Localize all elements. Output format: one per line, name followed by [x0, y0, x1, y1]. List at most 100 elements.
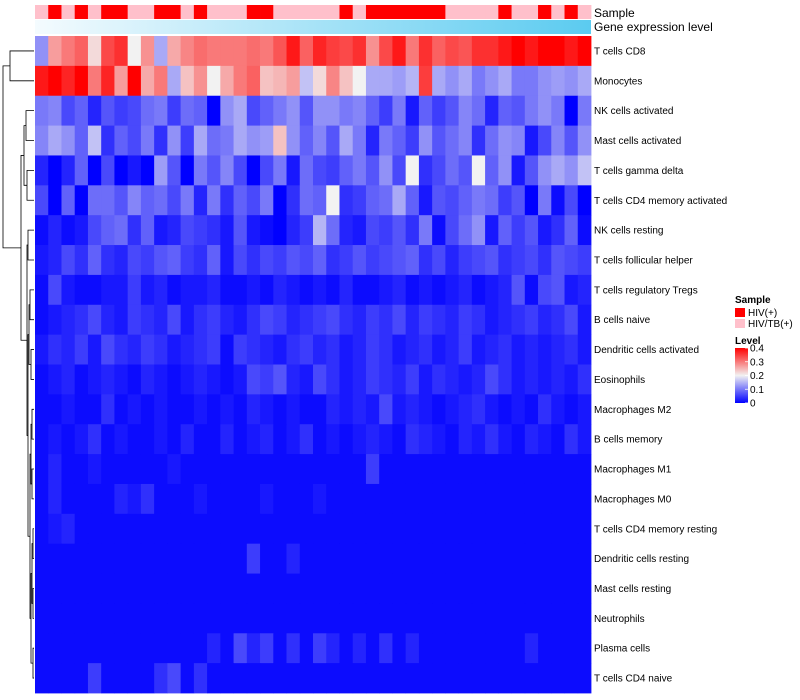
heatmap-cell [74, 95, 89, 126]
heatmap-cell [74, 663, 89, 694]
heatmap-cell [246, 334, 261, 365]
heatmap-cell [432, 245, 446, 276]
heatmap-cell [432, 513, 446, 545]
heatmap-cell [233, 274, 248, 306]
heatmap-cell [313, 65, 327, 97]
heatmap-cell [339, 513, 354, 545]
heatmap-cell [405, 334, 420, 365]
heatmap-cell [87, 424, 102, 455]
heatmap-cell [551, 663, 565, 694]
heatmap-cell [260, 394, 274, 425]
heatmap-cell [154, 573, 168, 604]
heatmap-cell [74, 304, 89, 336]
heatmap-cell [167, 274, 182, 306]
heatmap-cell [74, 274, 89, 306]
heatmap-cell [220, 334, 234, 365]
heatmap-cell [564, 125, 579, 156]
heatmap-cell [498, 185, 512, 216]
heatmap-cell [511, 364, 526, 395]
sample-annotation-cell [432, 5, 446, 19]
heatmap-cell [87, 95, 102, 126]
heatmap-cell [538, 424, 552, 455]
heatmap-cell [418, 304, 433, 336]
heatmap-cell [167, 663, 182, 694]
heatmap-cell [511, 65, 526, 97]
heatmap-cell [538, 36, 552, 67]
heatmap-cell [154, 215, 168, 246]
heatmap-cell [87, 65, 102, 97]
heatmap-cell [127, 424, 142, 455]
heatmap-cell [352, 245, 367, 276]
heatmap-cell [326, 274, 340, 306]
heatmap-cell [458, 633, 473, 664]
heatmap-cell [167, 304, 182, 336]
heatmap-cell [180, 633, 195, 664]
heatmap-cell [379, 215, 393, 246]
heatmap-cell [405, 483, 420, 515]
heatmap-cell [180, 663, 195, 694]
heatmap-cell [392, 424, 407, 455]
heatmap-cell [352, 95, 367, 126]
heatmap-cell [564, 245, 579, 276]
heatmap-cell [564, 334, 579, 365]
heatmap-cell [485, 215, 499, 246]
heatmap-cell [87, 513, 102, 545]
heatmap-cell [471, 185, 486, 216]
heatmap-cell [154, 334, 168, 365]
heatmap-cell [140, 424, 155, 455]
heatmap-cell [352, 364, 367, 395]
heatmap-cell [101, 573, 115, 604]
heatmap-cell [101, 633, 115, 664]
sample-annotation-cell [233, 5, 248, 19]
heatmap-cell [365, 573, 380, 604]
heatmap-cell [498, 304, 512, 336]
sample-annotation-cell [485, 5, 499, 19]
heatmap-cell [498, 334, 512, 365]
heatmap-cell [220, 125, 234, 156]
heatmap-cell [299, 304, 314, 336]
heatmap-cell [167, 245, 182, 276]
heatmap-cell [101, 274, 115, 306]
heatmap-cell [48, 394, 62, 425]
heatmap-cell [233, 483, 248, 515]
heatmap-cell [299, 424, 314, 455]
heatmap-cell [114, 245, 129, 276]
heatmap-cell [180, 185, 195, 216]
heatmap-cell [313, 155, 327, 186]
heatmap-cell [127, 454, 142, 485]
heatmap-cell [114, 513, 129, 545]
heatmap-cell [313, 633, 327, 664]
heatmap-cell [299, 603, 314, 634]
heatmap-cell [35, 663, 49, 694]
sample-annotation-cell [299, 5, 314, 19]
heatmap-cell [167, 603, 182, 634]
heatmap-cell [432, 364, 446, 395]
heatmap-cell [233, 304, 248, 336]
heatmap-cell [432, 65, 446, 97]
sample-annotation-cell [74, 5, 89, 19]
row-label: NK cells resting [594, 226, 663, 237]
heatmap-cell [418, 155, 433, 186]
heatmap-cell [246, 215, 261, 246]
heatmap-cell [392, 125, 407, 156]
sample-annotation-cell [114, 5, 129, 19]
heatmap-cell [379, 155, 393, 186]
heatmap-cell [365, 304, 380, 336]
heatmap-cell [260, 215, 274, 246]
heatmap-cell [87, 573, 102, 604]
heatmap-cell [180, 424, 195, 455]
heatmap-cell [140, 573, 155, 604]
heatmap-cell [498, 483, 512, 515]
sample-annotation-cell [220, 5, 234, 19]
heatmap-cell [392, 573, 407, 604]
heatmap-cell [299, 245, 314, 276]
heatmap-cell [299, 543, 314, 574]
heatmap-cell [511, 633, 526, 664]
heatmap-cell [485, 543, 499, 574]
heatmap-cell [273, 454, 287, 485]
heatmap-cell [313, 36, 327, 67]
heatmap-cell [74, 633, 89, 664]
heatmap-cell [352, 543, 367, 574]
heatmap-cell [498, 513, 512, 545]
heatmap-cell [538, 185, 552, 216]
